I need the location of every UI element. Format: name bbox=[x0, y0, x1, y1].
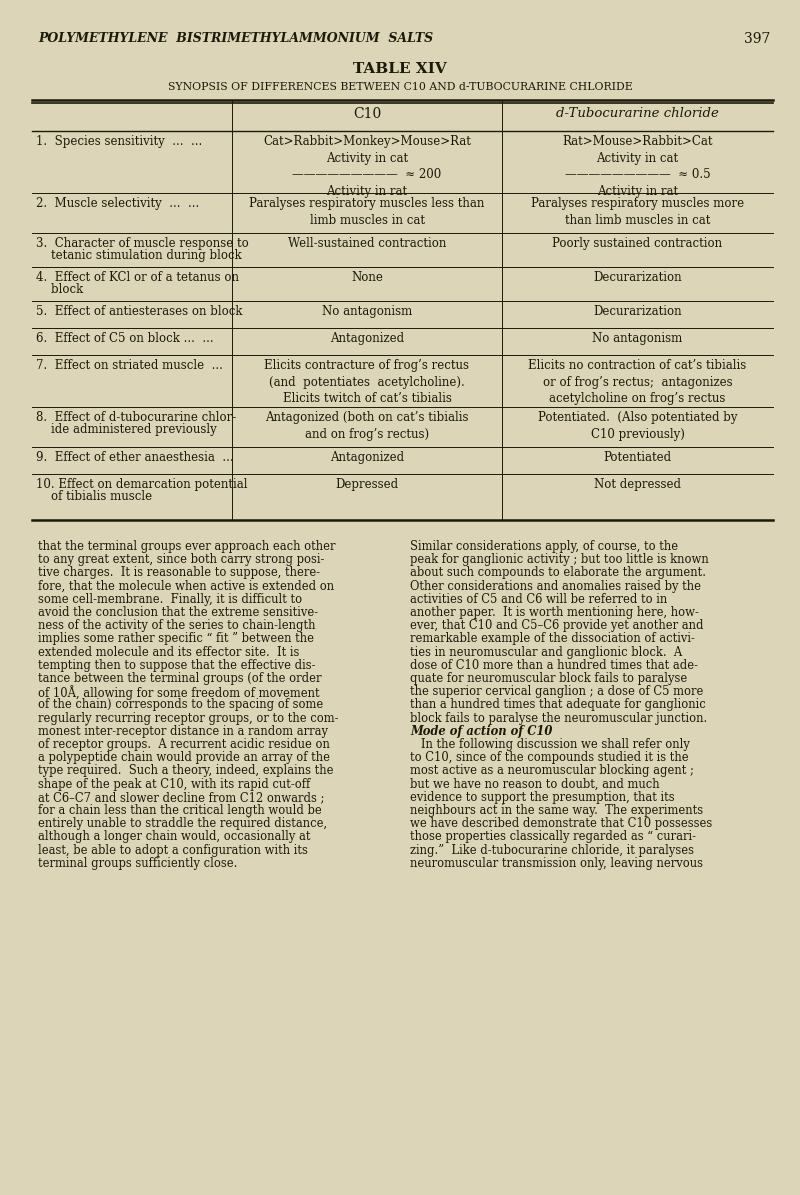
Text: block fails to paralyse the neuromuscular junction.: block fails to paralyse the neuromuscula… bbox=[410, 711, 707, 724]
Text: No antagonism: No antagonism bbox=[322, 305, 412, 318]
Text: at C6–C7 and slower decline from C12 onwards ;: at C6–C7 and slower decline from C12 onw… bbox=[38, 791, 324, 804]
Text: POLYMETHYLENE  BISTRIMETHYLAMMONIUM  SALTS: POLYMETHYLENE BISTRIMETHYLAMMONIUM SALTS bbox=[38, 32, 433, 45]
Text: Potentiated.  (Also potentiated by
C10 previously): Potentiated. (Also potentiated by C10 pr… bbox=[538, 411, 738, 441]
Text: we have described demonstrate that C10 possesses: we have described demonstrate that C10 p… bbox=[410, 817, 712, 831]
Text: C10: C10 bbox=[353, 108, 381, 121]
Text: terminal groups sufficiently close.: terminal groups sufficiently close. bbox=[38, 857, 238, 870]
Text: monest inter-receptor distance in a random array: monest inter-receptor distance in a rand… bbox=[38, 725, 328, 737]
Text: 9.  Effect of ether anaesthesia  ...: 9. Effect of ether anaesthesia ... bbox=[36, 451, 234, 464]
Text: to any great extent, since both carry strong posi-: to any great extent, since both carry st… bbox=[38, 553, 324, 566]
Text: TABLE XIV: TABLE XIV bbox=[353, 62, 447, 76]
Text: Antagonized (both on cat’s tibialis
and on frog’s rectus): Antagonized (both on cat’s tibialis and … bbox=[266, 411, 469, 441]
Text: than a hundred times that adequate for ganglionic: than a hundred times that adequate for g… bbox=[410, 698, 706, 711]
Text: ever, that C10 and C5–C6 provide yet another and: ever, that C10 and C5–C6 provide yet ano… bbox=[410, 619, 703, 632]
Text: shape of the peak at C10, with its rapid cut-off: shape of the peak at C10, with its rapid… bbox=[38, 778, 310, 791]
Text: Paralyses respiratory muscles more
than limb muscles in cat: Paralyses respiratory muscles more than … bbox=[531, 197, 744, 227]
Text: activities of C5 and C6 will be referred to in: activities of C5 and C6 will be referred… bbox=[410, 593, 667, 606]
Text: tetanic stimulation during block: tetanic stimulation during block bbox=[36, 249, 242, 262]
Text: for a chain less than the critical length would be: for a chain less than the critical lengt… bbox=[38, 804, 322, 817]
Text: Poorly sustained contraction: Poorly sustained contraction bbox=[553, 237, 722, 250]
Text: ties in neuromuscular and ganglionic block.  A: ties in neuromuscular and ganglionic blo… bbox=[410, 645, 682, 658]
Text: of tibialis muscle: of tibialis muscle bbox=[36, 490, 152, 503]
Text: but we have no reason to doubt, and much: but we have no reason to doubt, and much bbox=[410, 778, 660, 791]
Text: Well-sustained contraction: Well-sustained contraction bbox=[288, 237, 446, 250]
Text: Cat>Rabbit>Monkey>Mouse>Rat
Activity in cat
—————————  ≈ 200
Activity in rat: Cat>Rabbit>Monkey>Mouse>Rat Activity in … bbox=[263, 135, 471, 197]
Text: dose of C10 more than a hundred times that ade-: dose of C10 more than a hundred times th… bbox=[410, 658, 698, 672]
Text: Rat>Mouse>Rabbit>Cat
Activity in cat
—————————  ≈ 0.5
Activity in rat: Rat>Mouse>Rabbit>Cat Activity in cat ———… bbox=[562, 135, 713, 197]
Text: Potentiated: Potentiated bbox=[603, 451, 671, 464]
Text: entirely unable to straddle the required distance,: entirely unable to straddle the required… bbox=[38, 817, 327, 831]
Text: Depressed: Depressed bbox=[335, 478, 398, 491]
Text: 6.  Effect of C5 on block ...  ...: 6. Effect of C5 on block ... ... bbox=[36, 332, 214, 345]
Text: neuromuscular transmission only, leaving nervous: neuromuscular transmission only, leaving… bbox=[410, 857, 703, 870]
Text: another paper.  It is worth mentioning here, how-: another paper. It is worth mentioning he… bbox=[410, 606, 699, 619]
Text: remarkable example of the dissociation of activi-: remarkable example of the dissociation o… bbox=[410, 632, 695, 645]
Text: some cell-membrane.  Finally, it is difficult to: some cell-membrane. Finally, it is diffi… bbox=[38, 593, 302, 606]
Text: 8.  Effect of d-tubocurarine chlor-: 8. Effect of d-tubocurarine chlor- bbox=[36, 411, 236, 424]
Text: Mode of action of C10: Mode of action of C10 bbox=[410, 725, 552, 737]
Text: implies some rather specific “ fit ” between the: implies some rather specific “ fit ” bet… bbox=[38, 632, 314, 645]
Text: those properties classically regarded as “ curari-: those properties classically regarded as… bbox=[410, 831, 696, 844]
Text: SYNOPSIS OF DIFFERENCES BETWEEN C10 AND d-TUBOCURARINE CHLORIDE: SYNOPSIS OF DIFFERENCES BETWEEN C10 AND … bbox=[168, 82, 632, 92]
Text: Paralyses respiratory muscles less than
limb muscles in cat: Paralyses respiratory muscles less than … bbox=[250, 197, 485, 227]
Text: that the terminal groups ever approach each other: that the terminal groups ever approach e… bbox=[38, 540, 335, 553]
Text: to C10, since of the compounds studied it is the: to C10, since of the compounds studied i… bbox=[410, 752, 689, 764]
Text: evidence to support the presumption, that its: evidence to support the presumption, tha… bbox=[410, 791, 674, 804]
Text: Other considerations and anomalies raised by the: Other considerations and anomalies raise… bbox=[410, 580, 701, 593]
Text: although a longer chain would, occasionally at: although a longer chain would, occasiona… bbox=[38, 831, 310, 844]
Text: zing.”  Like d-tubocurarine chloride, it paralyses: zing.” Like d-tubocurarine chloride, it … bbox=[410, 844, 694, 857]
Text: tempting then to suppose that the effective dis-: tempting then to suppose that the effect… bbox=[38, 658, 315, 672]
Text: ness of the activity of the series to chain-length: ness of the activity of the series to ch… bbox=[38, 619, 315, 632]
Text: peak for ganglionic activity ; but too little is known: peak for ganglionic activity ; but too l… bbox=[410, 553, 709, 566]
Text: Elicits contracture of frog’s rectus
(and  potentiates  acetylcholine).
Elicits : Elicits contracture of frog’s rectus (an… bbox=[265, 358, 470, 405]
Text: type required.  Such a theory, indeed, explains the: type required. Such a theory, indeed, ex… bbox=[38, 765, 334, 778]
Text: Decurarization: Decurarization bbox=[593, 271, 682, 284]
Text: 1.  Species sensitivity  ...  ...: 1. Species sensitivity ... ... bbox=[36, 135, 202, 148]
Text: Similar considerations apply, of course, to the: Similar considerations apply, of course,… bbox=[410, 540, 678, 553]
Text: of receptor groups.  A recurrent acidic residue on: of receptor groups. A recurrent acidic r… bbox=[38, 739, 330, 750]
Text: 397: 397 bbox=[744, 32, 770, 45]
Text: 2.  Muscle selectivity  ...  ...: 2. Muscle selectivity ... ... bbox=[36, 197, 199, 210]
Text: of 10Å, allowing for some freedom of movement: of 10Å, allowing for some freedom of mov… bbox=[38, 685, 320, 700]
Text: about such compounds to elaborate the argument.: about such compounds to elaborate the ar… bbox=[410, 566, 706, 580]
Text: the superior cervical ganglion ; a dose of C5 more: the superior cervical ganglion ; a dose … bbox=[410, 685, 703, 698]
Text: least, be able to adopt a configuration with its: least, be able to adopt a configuration … bbox=[38, 844, 308, 857]
Text: None: None bbox=[351, 271, 383, 284]
Text: 10. Effect on demarcation potential: 10. Effect on demarcation potential bbox=[36, 478, 247, 491]
Text: avoid the conclusion that the extreme sensitive-: avoid the conclusion that the extreme se… bbox=[38, 606, 318, 619]
Text: of the chain) corresponds to the spacing of some: of the chain) corresponds to the spacing… bbox=[38, 698, 323, 711]
Text: neighbours act in the same way.  The experiments: neighbours act in the same way. The expe… bbox=[410, 804, 703, 817]
Text: Elicits no contraction of cat’s tibialis
or of frog’s rectus;  antagonizes
acety: Elicits no contraction of cat’s tibialis… bbox=[528, 358, 746, 405]
Text: Antagonized: Antagonized bbox=[330, 332, 404, 345]
Text: 3.  Character of muscle response to: 3. Character of muscle response to bbox=[36, 237, 249, 250]
Text: a polypeptide chain would provide an array of the: a polypeptide chain would provide an arr… bbox=[38, 752, 330, 764]
Text: most active as a neuromuscular blocking agent ;: most active as a neuromuscular blocking … bbox=[410, 765, 694, 778]
Text: fore, that the molecule when active is extended on: fore, that the molecule when active is e… bbox=[38, 580, 334, 593]
Text: No antagonism: No antagonism bbox=[592, 332, 682, 345]
Text: Decurarization: Decurarization bbox=[593, 305, 682, 318]
Text: Not depressed: Not depressed bbox=[594, 478, 681, 491]
Text: block: block bbox=[36, 283, 83, 296]
Text: 5.  Effect of antiesterases on block: 5. Effect of antiesterases on block bbox=[36, 305, 242, 318]
Text: ide administered previously: ide administered previously bbox=[36, 423, 217, 436]
Text: d-Tubocurarine chloride: d-Tubocurarine chloride bbox=[556, 108, 719, 120]
Text: quate for neuromuscular block fails to paralyse: quate for neuromuscular block fails to p… bbox=[410, 672, 687, 685]
Text: 4.  Effect of KCl or of a tetanus on: 4. Effect of KCl or of a tetanus on bbox=[36, 271, 239, 284]
Text: extended molecule and its effector site.  It is: extended molecule and its effector site.… bbox=[38, 645, 299, 658]
Text: 7.  Effect on striated muscle  ...: 7. Effect on striated muscle ... bbox=[36, 358, 223, 372]
Text: Antagonized: Antagonized bbox=[330, 451, 404, 464]
Text: In the following discussion we shall refer only: In the following discussion we shall ref… bbox=[410, 739, 690, 750]
Text: tive charges.  It is reasonable to suppose, there-: tive charges. It is reasonable to suppos… bbox=[38, 566, 320, 580]
Text: tance between the terminal groups (of the order: tance between the terminal groups (of th… bbox=[38, 672, 322, 685]
Text: regularly recurring receptor groups, or to the com-: regularly recurring receptor groups, or … bbox=[38, 711, 338, 724]
